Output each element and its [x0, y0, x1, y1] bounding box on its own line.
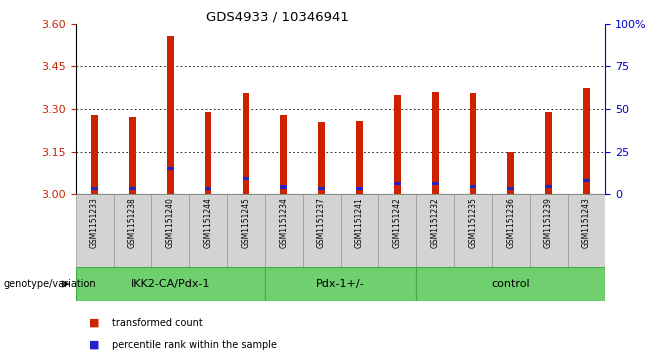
Bar — [76, 267, 265, 301]
Bar — [378, 194, 416, 267]
Bar — [318, 187, 325, 190]
Bar — [129, 118, 136, 194]
Text: GSM1151233: GSM1151233 — [90, 197, 99, 248]
Bar — [394, 95, 401, 194]
Bar — [507, 187, 514, 190]
Text: GDS4933 / 10346941: GDS4933 / 10346941 — [205, 11, 348, 24]
Bar — [417, 267, 605, 301]
Bar — [227, 194, 265, 267]
Text: GSM1151234: GSM1151234 — [279, 197, 288, 248]
Bar — [167, 167, 174, 170]
Bar — [356, 121, 363, 194]
Bar — [265, 267, 417, 301]
Text: GSM1151237: GSM1151237 — [317, 197, 326, 248]
Text: GSM1151241: GSM1151241 — [355, 197, 364, 248]
Text: ■: ■ — [89, 318, 99, 328]
Text: GSM1151239: GSM1151239 — [544, 197, 553, 248]
Bar — [454, 194, 492, 267]
Bar — [243, 93, 249, 194]
Bar — [91, 187, 98, 190]
Bar — [243, 177, 249, 180]
Text: IKK2-CA/Pdx-1: IKK2-CA/Pdx-1 — [130, 279, 210, 289]
Bar — [417, 194, 454, 267]
Text: percentile rank within the sample: percentile rank within the sample — [112, 340, 277, 350]
Bar — [114, 194, 151, 267]
Text: GSM1151238: GSM1151238 — [128, 197, 137, 248]
Text: GSM1151236: GSM1151236 — [506, 197, 515, 248]
Text: GSM1151240: GSM1151240 — [166, 197, 175, 248]
Text: GSM1151242: GSM1151242 — [393, 197, 402, 248]
Bar — [91, 115, 98, 194]
Text: transformed count: transformed count — [112, 318, 203, 328]
Bar — [151, 194, 190, 267]
Bar — [583, 87, 590, 194]
Bar — [341, 194, 378, 267]
Bar — [129, 187, 136, 190]
Bar — [470, 184, 476, 188]
Bar — [583, 179, 590, 182]
Bar — [205, 187, 211, 190]
Bar — [492, 194, 530, 267]
Bar — [280, 115, 287, 194]
Bar — [432, 182, 438, 185]
Bar — [394, 182, 401, 185]
Bar — [303, 194, 341, 267]
Text: control: control — [492, 279, 530, 289]
Text: GSM1151244: GSM1151244 — [203, 197, 213, 248]
Text: genotype/variation: genotype/variation — [3, 279, 96, 289]
Bar — [567, 194, 605, 267]
Bar — [205, 112, 211, 194]
Text: GSM1151243: GSM1151243 — [582, 197, 591, 248]
Bar — [76, 194, 113, 267]
Text: GSM1151235: GSM1151235 — [468, 197, 478, 248]
Text: Pdx-1+/-: Pdx-1+/- — [316, 279, 365, 289]
Bar — [545, 184, 552, 188]
Bar — [545, 112, 552, 194]
Bar — [470, 93, 476, 194]
Text: GSM1151232: GSM1151232 — [430, 197, 440, 248]
Bar — [530, 194, 568, 267]
Bar — [190, 194, 227, 267]
Text: ■: ■ — [89, 340, 99, 350]
Bar — [167, 36, 174, 194]
Text: GSM1151245: GSM1151245 — [241, 197, 251, 248]
Bar — [265, 194, 303, 267]
Bar — [318, 122, 325, 194]
Bar — [280, 185, 287, 189]
Bar — [507, 152, 514, 194]
Bar — [432, 92, 438, 194]
Bar — [356, 187, 363, 190]
